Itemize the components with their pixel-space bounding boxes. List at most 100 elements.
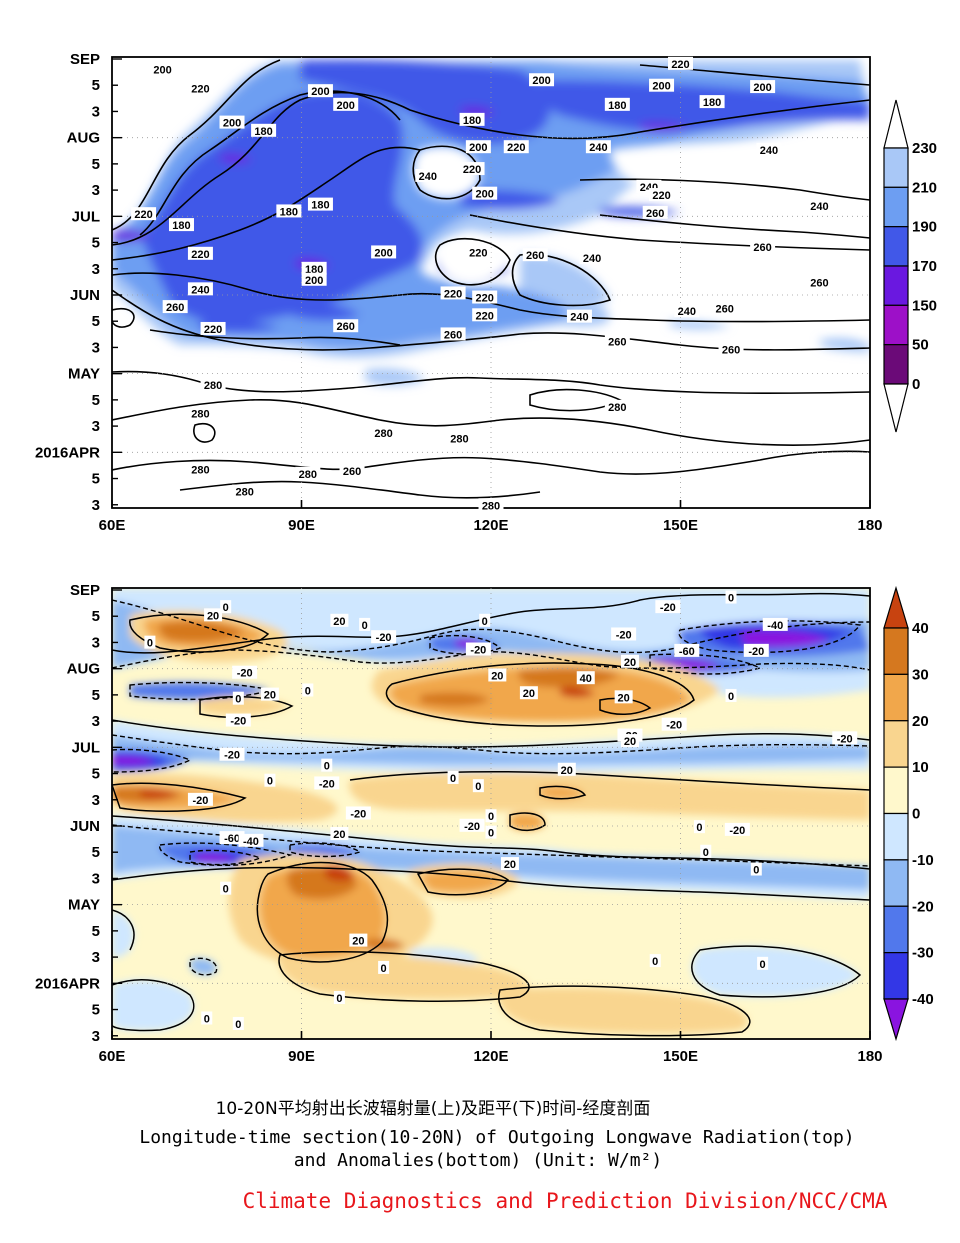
olr-y-tick-label: AUG	[67, 130, 100, 147]
anomaly-contour-label: -20	[350, 809, 366, 821]
olr-contour-label: 200	[476, 189, 494, 201]
anomaly-colorbar-top-cap	[883, 585, 909, 629]
olr-contour-label: 220	[652, 190, 670, 202]
anomaly-contour-label-bg	[611, 627, 637, 641]
anomaly-contour-label-bg	[333, 991, 345, 1004]
olr-contour-label: 220	[191, 83, 209, 95]
anomaly-contour-label: 0	[381, 963, 387, 975]
olr-contour-label-bg	[756, 142, 782, 156]
anomaly-contour-label: -20	[237, 668, 253, 680]
anomaly-contour-label-bg	[349, 933, 368, 947]
olr-contour-label: 200	[337, 100, 355, 112]
olr-contour-label-bg	[307, 84, 333, 98]
anomaly-contour-label-bg	[485, 825, 497, 839]
anomaly-contour-label-bg	[225, 713, 251, 727]
anomaly-contour-label-bg	[465, 642, 491, 656]
olr-x-tick-label: 180	[857, 517, 882, 534]
olr-contour-label-bg	[307, 197, 333, 211]
anomaly-contour-label-bg	[321, 758, 333, 772]
anomaly-contour-label-bg	[674, 643, 700, 657]
anomaly-contour-label-bg	[232, 665, 258, 679]
olr-y-tick-label: JUL	[72, 208, 100, 225]
olr-contour-label-bg	[718, 342, 744, 356]
anomaly-contour-label-bg	[187, 792, 213, 806]
olr-contour-label-bg	[750, 239, 776, 253]
anomaly-colorbar-label: 40	[912, 620, 929, 637]
olr-colorbar-label: 230	[912, 140, 937, 157]
anomaly-contour-label: 20	[207, 610, 219, 622]
olr-contour-label-bg	[440, 327, 466, 341]
anomaly-contour-label-bg	[519, 686, 538, 700]
olr-contour-label: 200	[374, 247, 392, 259]
olr-contour-label-bg	[465, 140, 491, 154]
anomaly-colorbar-swatch	[883, 859, 909, 907]
anomaly-contour-label: 0	[728, 593, 734, 605]
anomaly-colorbar-swatch	[883, 673, 909, 722]
olr-colorbar-swatch	[883, 226, 909, 267]
olr-contour-label: 180	[172, 220, 190, 232]
olr-grid	[112, 57, 870, 508]
anomaly-contour-label-bg	[345, 806, 371, 820]
olr-y-tick-label: 5	[92, 471, 100, 488]
olr-contour-label: 180	[608, 100, 626, 112]
olr-contour-label: 280	[482, 500, 500, 512]
anomaly-contour-label-bg	[330, 827, 349, 840]
olr-y-tick-label: 3	[92, 182, 100, 199]
anomaly-contour-label-bg	[220, 881, 232, 895]
olr-contour-label: 260	[166, 302, 184, 314]
anomaly-contour-label-bg	[757, 956, 769, 970]
anomaly-contour-label-bg	[220, 600, 232, 614]
anomaly-contour-label: 0	[223, 602, 229, 614]
olr-contour-label: 240	[678, 306, 696, 318]
anomaly-colorbar-label: 30	[912, 666, 929, 683]
olr-contour-label-bg	[649, 188, 675, 202]
olr-x-tick-label: 60E	[99, 517, 126, 534]
olr-y-tick-label: 2016APR	[35, 444, 100, 461]
olr-colorbar-swatch	[883, 344, 909, 385]
anomaly-y-tick-label: AUG	[67, 661, 100, 678]
anomaly-contour-label: -20	[666, 720, 682, 732]
anomaly-colorbar-label: -10	[912, 852, 934, 869]
anomaly-panel: 60E 90E 120E 150E 180 SEP 5 3 AUG 5 3 JUL 5 3 JUN 5 3 MAY…	[35, 582, 934, 1065]
olr-contour-label: 240	[191, 284, 209, 296]
olr-contour-label: 180	[311, 200, 329, 212]
anomaly-contour-label-bg	[725, 590, 737, 604]
olr-contour-label-bg	[604, 399, 630, 413]
olr-y-tick-label: 3	[92, 497, 100, 514]
olr-y-tick-label: JUN	[70, 287, 100, 304]
olr-contour-label: 260	[337, 321, 355, 333]
olr-colorbar-swatch	[883, 186, 909, 228]
anomaly-contour-label-bg	[649, 954, 661, 968]
anomaly-contour-label: 20	[561, 765, 573, 777]
olr-contour-label: 220	[507, 142, 525, 154]
olr-contour-label-bg	[604, 334, 630, 348]
anomaly-contour-label-bg	[378, 960, 390, 974]
anomaly-contour-label-bg	[204, 608, 223, 622]
anomaly-contour-label: 0	[753, 865, 759, 877]
caption-chinese: 10-20N平均射出长波辐射量(上)及距平(下)时间-经度剖面	[216, 1099, 651, 1119]
anomaly-contour-label: 0	[652, 956, 658, 968]
anomaly-y-tick-label: 3	[92, 792, 100, 809]
olr-contour-label: 240	[583, 253, 601, 265]
anomaly-contour-label-bg	[232, 1016, 244, 1030]
olr-contour-label: 180	[463, 115, 481, 127]
olr-y-tick-label: 5	[92, 235, 100, 252]
anomaly-contour-label: -20	[376, 632, 392, 644]
olr-contour-label-bg	[522, 248, 548, 262]
olr-y-tick-label: 3	[92, 103, 100, 120]
anomaly-contour-label-bg	[576, 671, 595, 685]
olr-contour-label: 280	[191, 465, 209, 477]
anomaly-colorbar-swatch	[883, 766, 909, 815]
anomaly-contour-label-bg	[614, 690, 633, 704]
anomaly-contour-label: -20	[748, 646, 764, 658]
olr-y-tick-label: 3	[92, 339, 100, 356]
anomaly-colorbar-label: -40	[912, 991, 934, 1008]
anomaly-contour-label: 0	[362, 620, 368, 632]
olr-contour-label: 280	[608, 402, 626, 414]
anomaly-x-tick-label: 90E	[288, 1048, 315, 1065]
anomaly-contour-label: 20	[504, 859, 516, 871]
olr-contour-label-bg	[472, 308, 498, 322]
anomaly-x-tick-label: 180	[857, 1048, 882, 1065]
anomaly-contour-label-bg	[700, 844, 712, 858]
